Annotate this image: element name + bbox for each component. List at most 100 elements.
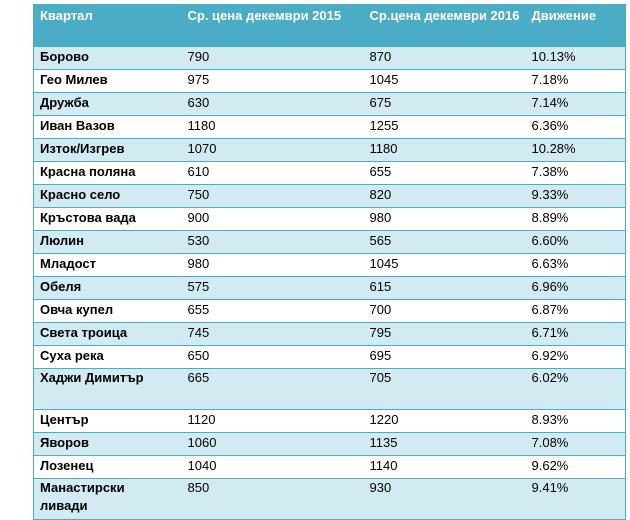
district-cell: Център [33,409,182,433]
change-cell: 9.41% [525,478,626,520]
change-cell: 6.92% [525,345,626,369]
change-cell: 6.02% [525,368,626,410]
price-2016-cell: 1140 [363,455,526,479]
district-cell: Суха река [33,345,182,369]
price-2016-cell: 870 [363,46,526,70]
change-cell: 7.08% [525,432,626,456]
district-cell: Яворов [33,432,182,456]
change-cell: 8.93% [525,409,626,433]
table-row: Дружба 630 675 7.14% [33,92,626,116]
price-2015-cell: 575 [181,276,364,300]
price-2016-cell: 795 [363,322,526,346]
table-row: Манастирски ливади 850 930 9.41% [33,478,626,520]
price-2015-cell: 530 [181,230,364,254]
table-row: Кръстова вада 900 980 8.89% [33,207,626,231]
district-cell: Борово [33,46,182,70]
change-cell: 7.14% [525,92,626,116]
header-price-2015: Ср. цена декември 2015 [181,4,364,47]
price-2016-cell: 1220 [363,409,526,433]
header-district: Квартал [33,4,182,47]
table-body: Борово 790 870 10.13% Гео Милев 975 1045 7.18% Д… [33,46,626,520]
price-2016-cell: 705 [363,368,526,410]
district-cell: Красна поляна [33,161,182,185]
price-2016-cell: 565 [363,230,526,254]
change-cell: 6.36% [525,115,626,139]
district-cell: Лозенец [33,455,182,479]
price-2016-cell: 930 [363,478,526,520]
price-2015-cell: 610 [181,161,364,185]
change-cell: 6.60% [525,230,626,254]
price-2016-cell: 1045 [363,253,526,277]
change-cell: 6.63% [525,253,626,277]
price-2015-cell: 900 [181,207,364,231]
price-2015-cell: 665 [181,368,364,410]
price-2016-cell: 655 [363,161,526,185]
price-2016-cell: 980 [363,207,526,231]
price-2015-cell: 1070 [181,138,364,162]
district-cell: Гео Милев [33,69,182,93]
district-cell: Кръстова вада [33,207,182,231]
price-2016-cell: 1045 [363,69,526,93]
price-2016-cell: 1255 [363,115,526,139]
change-cell: 10.28% [525,138,626,162]
table-header-row: Квартал Ср. цена декември 2015 Ср.цена д… [33,4,626,47]
price-2015-cell: 745 [181,322,364,346]
district-cell: Света троица [33,322,182,346]
price-2015-cell: 790 [181,46,364,70]
table-row: Изток/Изгрев 1070 1180 10.28% [33,138,626,162]
table-row: Център 1120 1220 8.93% [33,409,626,433]
price-2015-cell: 1060 [181,432,364,456]
price-2015-cell: 1180 [181,115,364,139]
price-2015-cell: 750 [181,184,364,208]
table-row: Красно село 750 820 9.33% [33,184,626,208]
change-cell: 7.18% [525,69,626,93]
header-price-2016: Ср.цена декември 2016 [363,4,526,47]
change-cell: 7.38% [525,161,626,185]
table-row: Иван Вазов 1180 1255 6.36% [33,115,626,139]
district-cell: Младост [33,253,182,277]
district-cell: Обеля [33,276,182,300]
table-row: Лозенец 1040 1140 9.62% [33,455,626,479]
district-cell: Дружба [33,92,182,116]
district-cell: Иван Вазов [33,115,182,139]
price-2016-cell: 1135 [363,432,526,456]
district-cell: Красно село [33,184,182,208]
change-cell: 8.89% [525,207,626,231]
district-cell: Люлин [33,230,182,254]
district-cell: Овча купел [33,299,182,323]
table-row: Борово 790 870 10.13% [33,46,626,70]
header-change: Движение [525,4,626,47]
change-cell: 10.13% [525,46,626,70]
district-cell: Манастирски ливади [33,478,182,520]
table-row: Света троица 745 795 6.71% [33,322,626,346]
price-2016-cell: 695 [363,345,526,369]
price-2016-cell: 700 [363,299,526,323]
price-2015-cell: 975 [181,69,364,93]
district-cell: Хаджи Димитър [33,368,182,410]
price-table-container: Квартал Ср. цена декември 2015 Ср.цена д… [33,4,626,520]
table-row: Красна поляна 610 655 7.38% [33,161,626,185]
table-row: Яворов 1060 1135 7.08% [33,432,626,456]
price-2015-cell: 650 [181,345,364,369]
price-2015-cell: 850 [181,478,364,520]
district-cell: Изток/Изгрев [33,138,182,162]
price-2015-cell: 980 [181,253,364,277]
table-row: Хаджи Димитър 665 705 6.02% [33,368,626,410]
price-2015-cell: 1040 [181,455,364,479]
price-2016-cell: 1180 [363,138,526,162]
price-2015-cell: 655 [181,299,364,323]
table-row: Обеля 575 615 6.96% [33,276,626,300]
table-row: Суха река 650 695 6.92% [33,345,626,369]
price-2015-cell: 1120 [181,409,364,433]
price-2016-cell: 675 [363,92,526,116]
table-row: Гео Милев 975 1045 7.18% [33,69,626,93]
change-cell: 6.96% [525,276,626,300]
price-2016-cell: 820 [363,184,526,208]
change-cell: 6.71% [525,322,626,346]
change-cell: 6.87% [525,299,626,323]
price-2016-cell: 615 [363,276,526,300]
change-cell: 9.62% [525,455,626,479]
table-row: Овча купел 655 700 6.87% [33,299,626,323]
table-row: Люлин 530 565 6.60% [33,230,626,254]
price-2015-cell: 630 [181,92,364,116]
